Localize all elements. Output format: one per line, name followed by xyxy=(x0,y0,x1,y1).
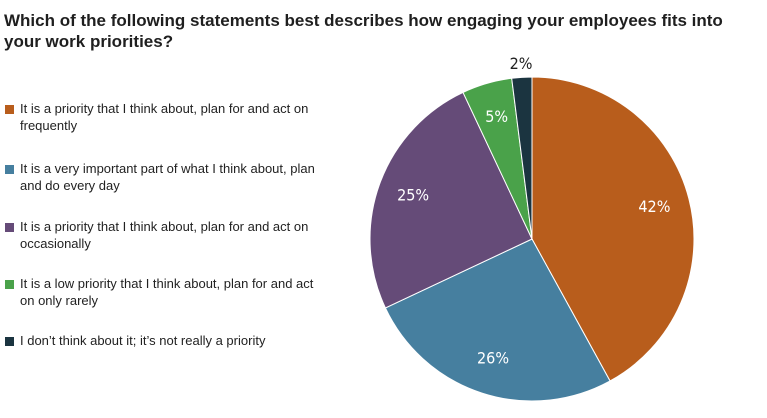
legend-swatch xyxy=(5,165,14,174)
pie-slice-occasionally xyxy=(369,91,533,309)
legend-swatch xyxy=(5,337,14,346)
slice-label-frequently: 42% xyxy=(638,197,670,216)
pie-slice-frequently xyxy=(531,76,695,382)
legend-label: It is a low priority that I think about,… xyxy=(20,276,314,308)
legend-label: It is a priority that I think about, pla… xyxy=(20,219,309,251)
pie-slice-every-day xyxy=(384,238,611,402)
slice-label-every-day: 26% xyxy=(477,349,509,368)
slice-label-occasionally: 25% xyxy=(397,186,429,205)
slice-label-rarely: 5% xyxy=(485,107,508,126)
legend-swatch xyxy=(5,223,14,232)
slice-label-not-a-priority: 2% xyxy=(510,54,533,73)
legend-label: It is a very important part of what I th… xyxy=(20,161,315,193)
legend-label: It is a priority that I think about, pla… xyxy=(20,101,309,133)
legend-swatch xyxy=(5,280,14,289)
pie-slice-not-a-priority xyxy=(511,76,533,240)
legend-label: I don’t think about it; it’s not really … xyxy=(20,333,266,348)
legend-swatch xyxy=(5,105,14,114)
chart-title: Which of the following statements best d… xyxy=(4,11,723,51)
